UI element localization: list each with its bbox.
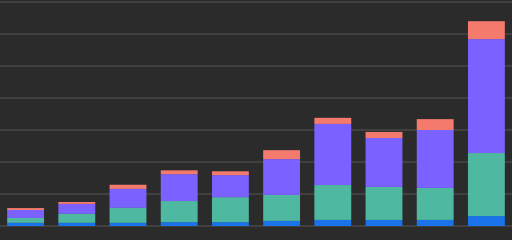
bar-segment [314,123,352,186]
bar-segment [263,194,301,221]
bar-segment [263,159,301,195]
bar-segment [416,119,454,130]
bar-segment [365,131,403,138]
bar-segment [314,185,352,220]
bar-segment [314,117,352,124]
bar-segment [160,174,198,202]
bar-segment [263,220,301,226]
bar-segment [263,150,301,160]
bar-segment [467,153,505,217]
bar-segment [211,171,249,176]
bar-segment [365,186,403,220]
bar-segment [58,222,96,226]
bar-segment [365,219,403,226]
bar-segment [7,208,45,210]
bar-segment [58,213,96,223]
bar-segment [467,39,505,154]
page: (() => { const data = JSON.parse(documen… [0,1,512,227]
bar-segment [416,130,454,188]
bar-segment [416,219,454,226]
bar-segment [109,188,147,208]
bar-segment [58,202,96,204]
bar-segment [160,170,198,175]
bar-segment [109,184,147,189]
bar-segment [160,201,198,223]
bar-segment [211,197,249,223]
bar-segment [314,219,352,226]
bar-segment [211,175,249,198]
bar-segment [467,216,505,226]
bar-segment [365,138,403,187]
bar-segment [7,222,45,226]
bar-segment [416,187,454,220]
bar-segment [58,203,96,214]
bar-segment [160,222,198,226]
bar-segment [109,222,147,226]
bar-segment [7,210,45,218]
bar-segment [109,207,147,223]
bar-segment [467,21,505,40]
bar-segment [211,222,249,226]
chart [0,1,512,227]
bar-segment [7,218,45,223]
